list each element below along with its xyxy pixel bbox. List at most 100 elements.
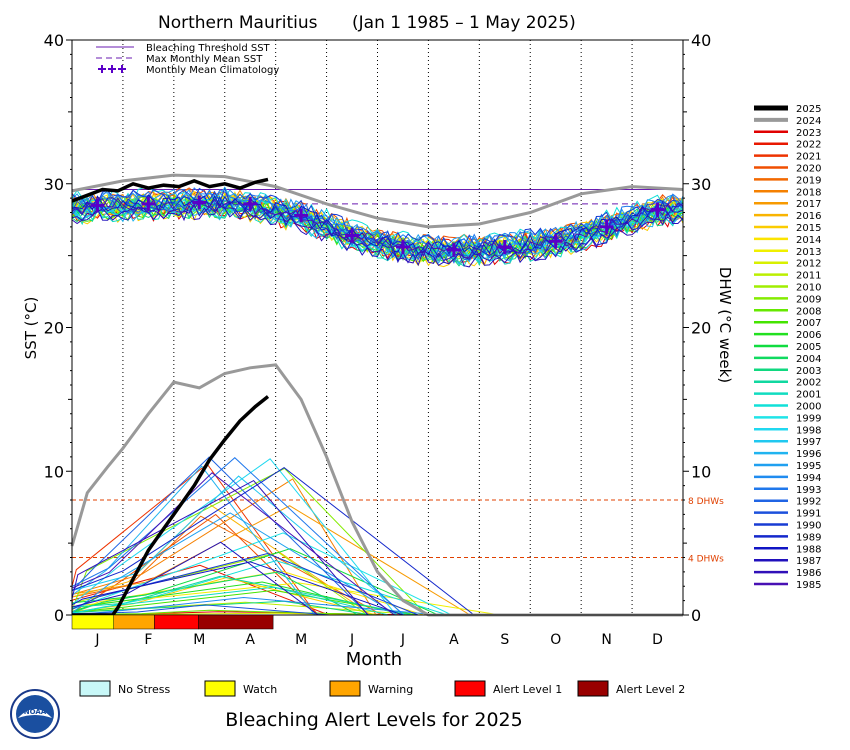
year-legend-label: 1991	[796, 509, 821, 520]
sst-line-1995	[71, 189, 684, 249]
alert-legend-label: Alert Level 1	[493, 683, 562, 696]
climatology-marker	[395, 240, 410, 254]
climatology-marker	[446, 242, 461, 257]
year-legend-label: 2023	[796, 128, 821, 139]
alert-legend-label: Warning	[368, 683, 413, 696]
year-legend-label: 2011	[796, 271, 821, 282]
year-legend-label: 1987	[796, 556, 821, 567]
alert-legend-swatch	[79, 680, 111, 697]
alert-legend-label: Watch	[243, 683, 277, 696]
y-tick-label-right: 30	[691, 175, 711, 194]
year-legend-label: 2024	[796, 116, 821, 127]
year-legend-label: 1993	[796, 485, 821, 496]
alert-legend-label: No Stress	[118, 683, 171, 696]
y-tick-label-right: 0	[691, 606, 701, 625]
sst-line-1987	[71, 203, 684, 267]
month-label: N	[601, 632, 611, 648]
year-legend-label: 2018	[796, 187, 821, 198]
legend-line-label: Max Monthly Mean SST	[146, 54, 263, 65]
y-tick-label-left: 0	[54, 606, 64, 625]
noaa-logo-bird	[18, 709, 52, 718]
sst-line-1990	[71, 186, 684, 251]
year-legend-label: 2017	[796, 199, 821, 210]
alert-legend-label: Alert Level 2	[616, 683, 685, 696]
alert-legend-title: Bleaching Alert Levels for 2025	[225, 709, 522, 731]
sst-line-2024	[71, 173, 684, 229]
sst-line-1993	[71, 187, 684, 252]
legend-line-label: Monthly Mean Climatology	[146, 65, 279, 76]
month-label: J	[400, 632, 405, 648]
climatology-marker	[90, 198, 105, 213]
year-legend-label: 2010	[796, 283, 821, 294]
year-legend-label: 1997	[796, 437, 821, 448]
year-legend-label: 2000	[796, 402, 821, 413]
y-tick-label-right: 40	[691, 31, 711, 50]
year-legend-label: 1998	[796, 425, 821, 436]
x-axis-label: Month	[346, 649, 402, 670]
dhw-reference-label: 4 DHWs	[688, 555, 724, 565]
year-legend-label: 2012	[796, 259, 821, 270]
year-legend-label: 2009	[796, 294, 821, 305]
chart-title: Northern Mauritius	[158, 13, 318, 33]
month-label: F	[144, 632, 152, 648]
climatology-marker	[294, 208, 309, 223]
alert-legend-swatch	[329, 680, 361, 697]
climatology-marker	[345, 228, 360, 243]
year-legend-label: 2020	[796, 164, 821, 175]
month-label: S	[500, 632, 509, 648]
y-tick-label-left: 40	[44, 31, 64, 50]
legend-line-swatch	[98, 65, 106, 73]
year-legend-label: 2007	[796, 318, 821, 329]
sst-line-2001	[71, 203, 684, 267]
sst-line-1985	[71, 197, 684, 259]
year-legend-label: 2022	[796, 140, 821, 151]
year-legend-label: 2004	[796, 354, 821, 365]
year-legend-label: 1995	[796, 461, 821, 472]
y-tick-label-left: 10	[44, 462, 64, 481]
noaa-logo: NOAA	[10, 689, 60, 739]
legend-line-swatch	[108, 65, 116, 73]
month-label: M	[193, 632, 205, 648]
year-legend-label: 2019	[796, 175, 821, 186]
climatology-marker	[599, 219, 614, 234]
climatology-marker	[141, 196, 156, 211]
year-legend-label: 2016	[796, 211, 821, 222]
year-legend-label: 2006	[796, 330, 821, 341]
month-label: A	[245, 632, 255, 648]
year-legend-label: 1999	[796, 413, 821, 424]
y-tick-label-right: 10	[691, 462, 711, 481]
alert-bar-segment	[113, 614, 155, 630]
year-legend-label: 1989	[796, 532, 821, 543]
year-legend-label: 2015	[796, 223, 821, 234]
alert-bar-segment	[71, 614, 115, 630]
month-label: J	[349, 632, 354, 648]
legend-line-label: Bleaching Threshold SST	[146, 43, 271, 54]
noaa-logo-text: NOAA	[24, 708, 47, 716]
year-legend-label: 1990	[796, 521, 821, 532]
year-legend-label: 1988	[796, 544, 821, 555]
alert-legend-swatch	[204, 680, 236, 697]
climatology-marker	[243, 196, 258, 211]
month-label: O	[550, 632, 561, 648]
month-label: M	[295, 632, 307, 648]
month-label: D	[652, 632, 663, 648]
year-legend-label: 2002	[796, 378, 821, 389]
year-legend-label: 2013	[796, 247, 821, 258]
sst-line-1988	[71, 194, 684, 256]
dhw-line-2025	[72, 395, 270, 617]
year-legend-label: 1985	[796, 580, 821, 591]
year-legend-label: 1996	[796, 449, 821, 460]
month-label: A	[449, 632, 459, 648]
month-label: J	[94, 632, 99, 648]
sst-line-1989	[71, 194, 684, 258]
year-legend-label: 1992	[796, 497, 821, 508]
sst-line-2025	[71, 177, 269, 203]
y-axis-label-left: SST (°C)	[22, 297, 40, 360]
dhw-reference-label: 8 DHWs	[688, 497, 724, 507]
alert-legend-swatch	[454, 680, 486, 697]
climatology-marker	[548, 234, 563, 249]
y-axis-label-right: DHW (°C week)	[716, 267, 734, 383]
year-legend-label: 2014	[796, 235, 821, 246]
legend-line-swatch	[118, 65, 126, 73]
